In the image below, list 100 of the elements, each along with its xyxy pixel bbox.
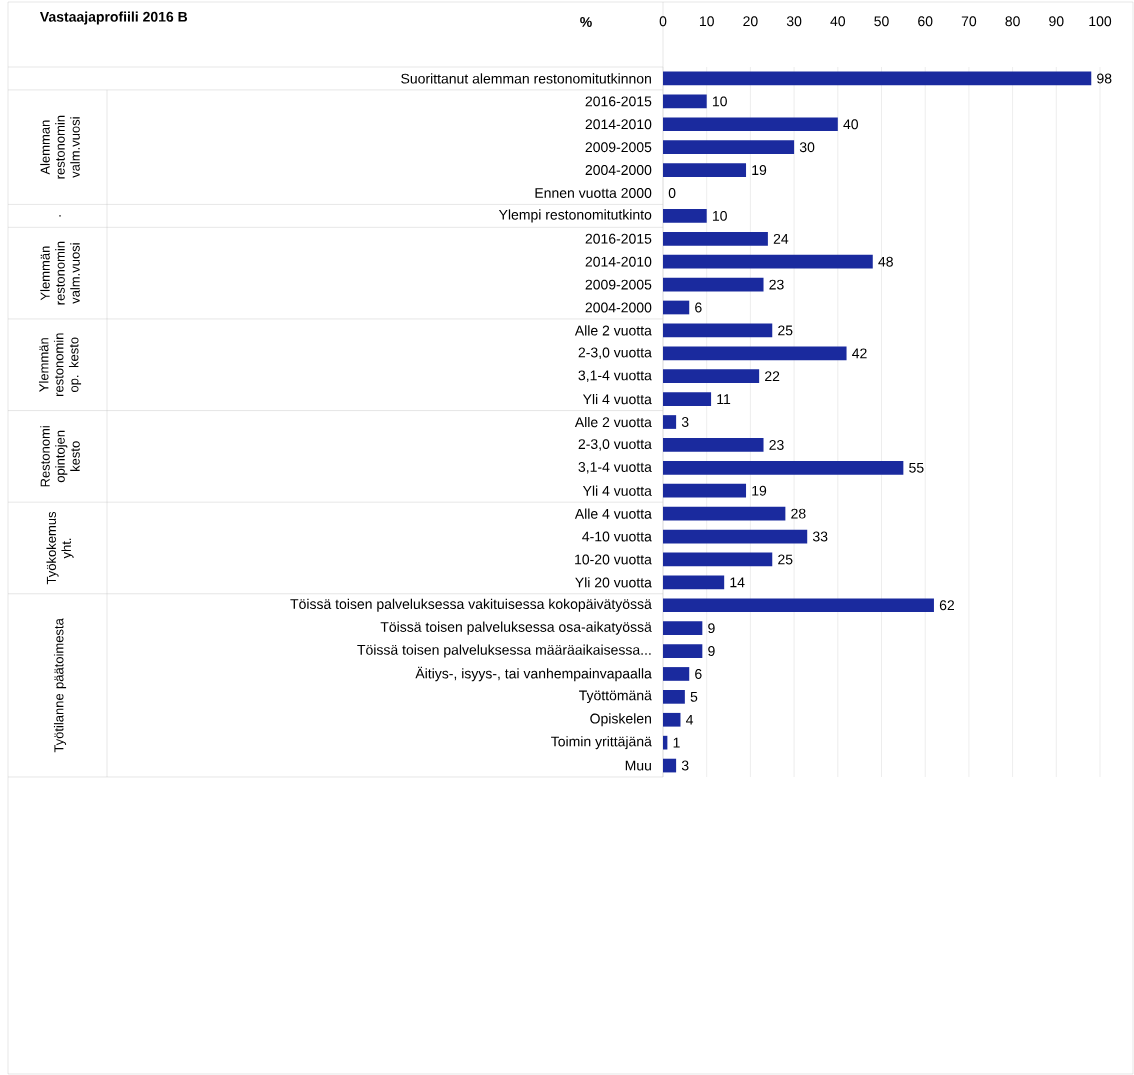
y-tick-label: Yli 4 vuotta (582, 393, 652, 405)
y-tick-label: 2004-2000 (585, 165, 652, 176)
bar (663, 209, 707, 223)
y-tick-label: Toimin yrittäjänä (551, 736, 652, 750)
y-tick-label: 2014-2010 (585, 119, 652, 130)
data-label: 33 (812, 531, 828, 542)
data-label: 0 (668, 188, 676, 198)
data-label: 5 (690, 691, 698, 702)
bar (663, 300, 690, 315)
data-label: 9 (708, 646, 715, 657)
bar (663, 690, 685, 704)
data-label: 10 (712, 210, 727, 221)
y-tick-label: 3,1-4 vuotta (578, 370, 652, 382)
x-tick-label: 100 (1089, 16, 1112, 27)
bar (663, 140, 795, 155)
x-tick-label: 50 (874, 16, 889, 27)
bar (663, 758, 677, 773)
y-tick-label: 2-3,0 vuotta (578, 347, 652, 360)
x-tick-label: 0 (659, 16, 667, 27)
data-label: 30 (799, 142, 815, 153)
bar (663, 667, 690, 681)
data-label: 40 (843, 119, 859, 130)
data-label: 19 (752, 485, 767, 496)
bar (663, 460, 904, 475)
y-tick-label: 2004-2000 (585, 302, 652, 313)
text: Työkokemus yht. (46, 511, 74, 585)
y-tick-label: Opiskelen (590, 713, 651, 727)
data-label: 24 (773, 233, 789, 244)
y-tick-label: Alle 2 vuotta (574, 325, 652, 336)
data-label: 22 (765, 371, 780, 382)
x-tick-label: 10 (699, 16, 714, 27)
data-label: 3 (681, 417, 689, 427)
bar (663, 71, 1092, 86)
y-tick-label: 2014-2010 (585, 256, 652, 267)
data-label: 42 (852, 348, 867, 359)
y-tick-label: 2009-2005 (585, 142, 652, 153)
data-label: 98 (1097, 73, 1112, 84)
x-axis-title: % (580, 17, 592, 27)
bar (663, 483, 747, 498)
bar (663, 598, 934, 613)
data-label: 48 (878, 256, 893, 267)
bar (663, 621, 703, 635)
data-label: 23 (769, 279, 784, 290)
y-tick-label: 2-3,0 vuotta (578, 439, 652, 451)
bar (663, 392, 712, 406)
y-tick-label: Työttömänä (579, 690, 652, 704)
x-tick-label: 90 (1049, 16, 1064, 27)
data-label: 25 (778, 554, 793, 565)
y-tick-label: 2009-2005 (585, 279, 652, 290)
data-label: 10 (712, 96, 727, 107)
y-tick-label: 4-10 vuotta (582, 531, 652, 542)
data-label: 25 (778, 325, 793, 336)
y-tick-label: 2016-2015 (585, 233, 652, 244)
bar (663, 323, 773, 338)
bar (663, 346, 847, 361)
y-tick-label: Alle 2 vuotta (574, 416, 652, 428)
bar (663, 94, 707, 109)
data-label: 28 (791, 508, 806, 519)
bar (663, 438, 764, 452)
data-label: 1 (673, 737, 680, 748)
bar (663, 254, 873, 269)
bar (663, 575, 725, 590)
y-tick-label: Töissä toisen palveluksessa osa-aikatyössä (380, 621, 652, 635)
bar (663, 712, 681, 727)
y-tick-label: Suorittanut alemman restonomitutkinnon (401, 73, 651, 84)
y-tick-label: Yli 20 vuotta (575, 577, 652, 588)
data-label: 23 (769, 439, 784, 450)
x-tick-label: 40 (830, 16, 846, 27)
y-tick-label: Töissä toisen palveluksessa vakituisessa kokopäivätyössä (290, 598, 652, 612)
y-tick-label: Äitiys-, isyys-, tai vanhempainvapaalla (415, 666, 652, 682)
bar (663, 644, 703, 658)
text: . (59, 215, 61, 217)
bar (663, 506, 786, 521)
data-label: 3 (681, 760, 689, 771)
text: Työtilanne päätoimesta (53, 618, 67, 753)
data-label: 19 (752, 165, 767, 176)
x-tick-label: 70 (961, 16, 977, 27)
x-tick-label: 30 (786, 16, 802, 27)
data-label: 6 (695, 302, 702, 313)
text: Ylemmän restonomin op. kesto (38, 333, 82, 397)
bar (663, 369, 760, 384)
text: Alemman restonomin valm.vuosi (40, 115, 80, 179)
data-label: 62 (939, 600, 955, 611)
y-tick-label: Töissä toisen palveluksessa määräaikaisessa... (357, 644, 651, 658)
bar (663, 231, 768, 246)
data-label: 11 (717, 394, 731, 404)
y-tick-label: Muu (625, 760, 651, 771)
text: Vastaajaprofiili 2016 B (39, 11, 188, 25)
bar (663, 735, 668, 750)
data-label: 14 (730, 577, 745, 588)
y-tick-label: 2016-2015 (585, 96, 652, 107)
y-tick-label: Ylempi restonomitutkinto (498, 209, 652, 223)
y-tick-label: Alle 4 vuotta (574, 508, 652, 519)
bar (663, 117, 838, 132)
data-label: 4 (686, 714, 694, 725)
y-tick-label: Ennen vuotta 2000 (535, 188, 652, 198)
bar (663, 415, 677, 429)
bar (663, 552, 773, 567)
data-label: 9 (708, 623, 715, 634)
x-tick-label: 20 (743, 16, 758, 27)
